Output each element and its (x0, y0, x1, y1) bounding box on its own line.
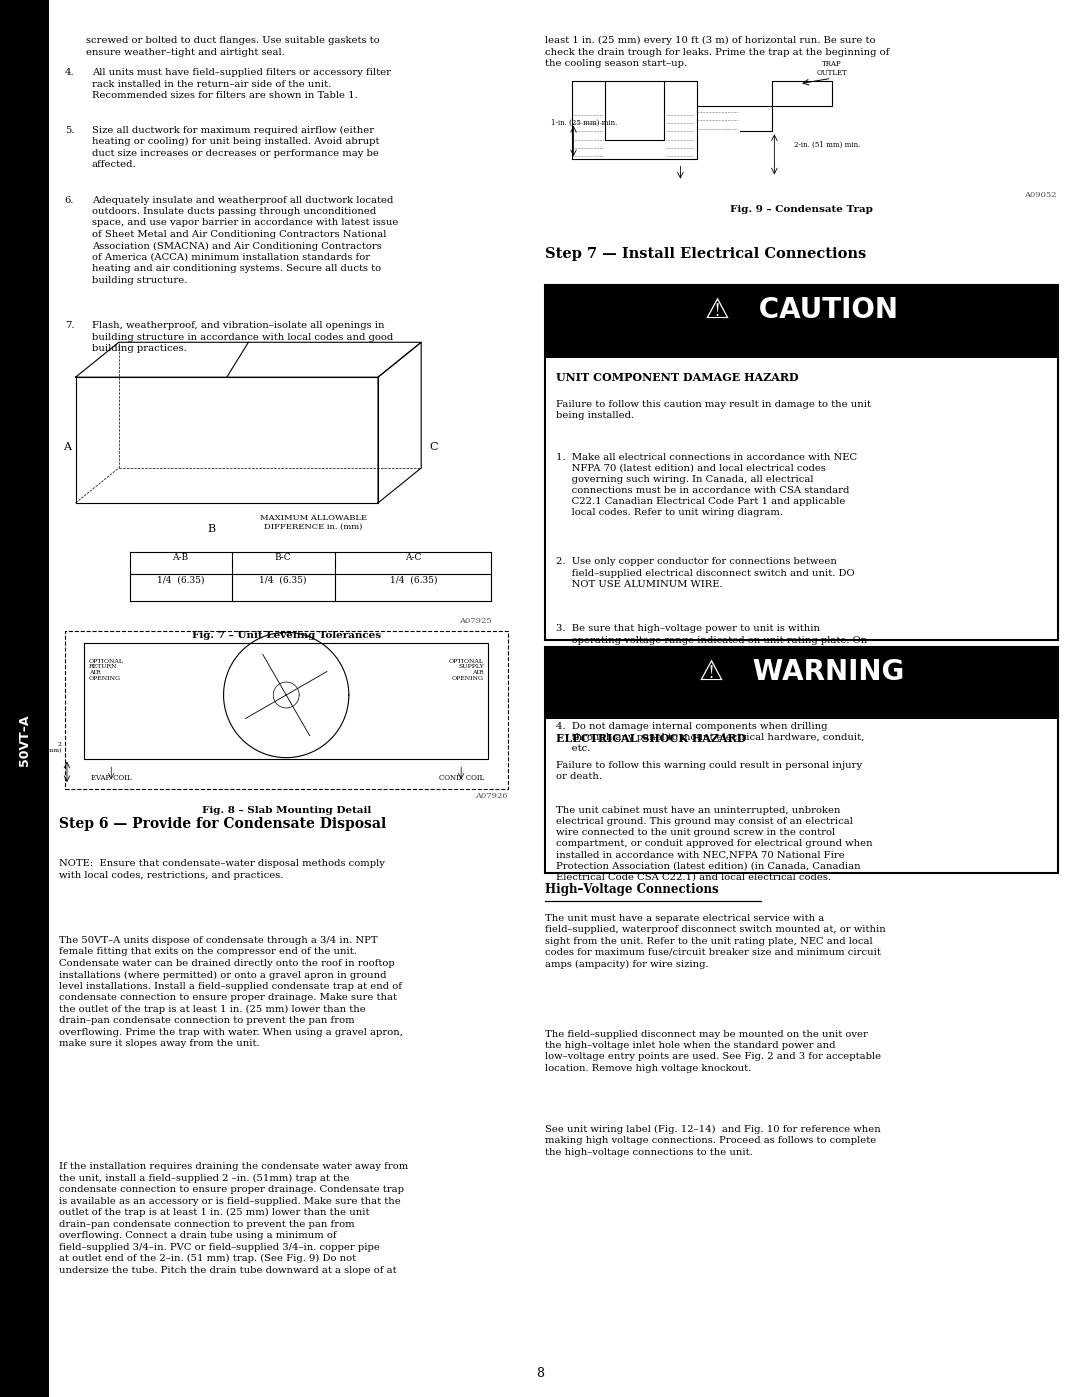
Text: 2-in. (51 mm) min.: 2-in. (51 mm) min. (794, 141, 860, 149)
Text: screwed or bolted to duct flanges. Use suitable gaskets to
ensure weather–tight : screwed or bolted to duct flanges. Use s… (86, 36, 380, 57)
Text: A07925: A07925 (459, 617, 491, 626)
Text: 7.: 7. (65, 321, 75, 330)
Text: Size all ductwork for maximum required airflow (either
heating or cooling) for u: Size all ductwork for maximum required a… (92, 126, 379, 169)
Text: 50VT–A: 50VT–A (17, 715, 31, 766)
FancyBboxPatch shape (545, 647, 1058, 873)
Text: OPTIONAL
SUPPLY
AIR
OPENING: OPTIONAL SUPPLY AIR OPENING (449, 658, 484, 682)
Text: COND. COIL: COND. COIL (438, 774, 484, 782)
Text: A07926: A07926 (475, 792, 508, 800)
Text: Step 6 — Provide for Condensate Disposal: Step 6 — Provide for Condensate Disposal (59, 817, 387, 831)
Text: UNIT COMPONENT DAMAGE HAZARD: UNIT COMPONENT DAMAGE HAZARD (556, 372, 799, 383)
Text: Failure to follow this caution may result in damage to the unit
being installed.: Failure to follow this caution may resul… (556, 400, 872, 419)
Text: A09052: A09052 (1024, 191, 1056, 200)
Text: least 1 in. (25 mm) every 10 ft (3 m) of horizontal run. Be sure to
check the dr: least 1 in. (25 mm) every 10 ft (3 m) of… (545, 36, 890, 68)
Text: 4.: 4. (65, 68, 75, 77)
Text: B-C: B-C (274, 553, 292, 562)
Text: 6.: 6. (65, 196, 75, 204)
Text: B: B (207, 524, 216, 534)
Text: A-B: A-B (173, 553, 188, 562)
Text: 1/4  (6.35): 1/4 (6.35) (259, 576, 307, 584)
FancyBboxPatch shape (0, 0, 49, 1397)
Text: A: A (63, 441, 70, 453)
Text: If the installation requires draining the condensate water away from
the unit, i: If the installation requires draining th… (59, 1162, 408, 1275)
Text: 1.  Make all electrical connections in accordance with NEC
     NFPA 70 (latest : 1. Make all electrical connections in ac… (556, 453, 858, 517)
Text: OPTIONAL
RETURN
AIR
OPENING: OPTIONAL RETURN AIR OPENING (89, 658, 123, 682)
Text: Fig. 7 – Unit Leveling Tolerances: Fig. 7 – Unit Leveling Tolerances (191, 631, 381, 640)
Text: Adequately insulate and weatherproof all ductwork located
outdoors. Insulate duc: Adequately insulate and weatherproof all… (92, 196, 399, 285)
FancyBboxPatch shape (545, 285, 1058, 358)
Text: See unit wiring label (Fig. 12–14)  and Fig. 10 for reference when
making high v: See unit wiring label (Fig. 12–14) and F… (545, 1125, 881, 1157)
Text: Flash, weatherproof, and vibration–isolate all openings in
building structure in: Flash, weatherproof, and vibration–isola… (92, 321, 393, 353)
Text: 3.  Be sure that high–voltage power to unit is within
     operating voltage ran: 3. Be sure that high–voltage power to un… (556, 624, 867, 678)
Text: Failure to follow this warning could result in personal injury
or death.: Failure to follow this warning could res… (556, 761, 862, 781)
Text: 1/4  (6.35): 1/4 (6.35) (390, 576, 437, 584)
Text: The unit must have a separate electrical service with a
field–supplied, waterpro: The unit must have a separate electrical… (545, 914, 887, 968)
Text: Fig. 9 – Condensate Trap: Fig. 9 – Condensate Trap (730, 205, 874, 214)
Text: Fig. 8 – Slab Mounting Detail: Fig. 8 – Slab Mounting Detail (202, 806, 370, 814)
Text: 8: 8 (536, 1368, 544, 1380)
Text: All units must have field–supplied filters or accessory filter
rack installed in: All units must have field–supplied filte… (92, 68, 391, 101)
Text: NOTE:  Ensure that condensate–water disposal methods comply
with local codes, re: NOTE: Ensure that condensate–water dispo… (59, 859, 386, 880)
Text: High–Voltage Connections: High–Voltage Connections (545, 883, 719, 895)
Text: Step 7 — Install Electrical Connections: Step 7 — Install Electrical Connections (545, 247, 866, 261)
Text: EVAP. COIL: EVAP. COIL (91, 774, 132, 782)
Text: 1/4  (6.35): 1/4 (6.35) (157, 576, 204, 584)
Text: 2.  Use only copper conductor for connections between
     field–supplied electr: 2. Use only copper conductor for connect… (556, 557, 855, 588)
Text: ⚠   WARNING: ⚠ WARNING (699, 658, 905, 686)
Text: ⚠   CAUTION: ⚠ CAUTION (705, 296, 899, 324)
Text: The field–supplied disconnect may be mounted on the unit over
the high–voltage i: The field–supplied disconnect may be mou… (545, 1030, 881, 1073)
Text: TRAP
OUTLET: TRAP OUTLET (816, 60, 847, 77)
Text: C: C (430, 441, 438, 453)
Text: 5.: 5. (65, 126, 75, 134)
FancyBboxPatch shape (545, 647, 1058, 719)
Text: 2
(50.8mm): 2 (50.8mm) (31, 742, 62, 753)
Text: The unit cabinet must have an uninterrupted, unbroken
electrical ground. This gr: The unit cabinet must have an uninterrup… (556, 806, 873, 882)
Text: 1-in. (25 mm) min.: 1-in. (25 mm) min. (551, 119, 617, 127)
Text: ELECTRICAL SHOCK HAZARD: ELECTRICAL SHOCK HAZARD (556, 733, 746, 745)
FancyBboxPatch shape (545, 285, 1058, 640)
Text: The 50VT–A units dispose of condensate through a 3/4 in. NPT
female fitting that: The 50VT–A units dispose of condensate t… (59, 936, 404, 1048)
Text: MAXIMUM ALLOWABLE
DIFFERENCE in. (mm): MAXIMUM ALLOWABLE DIFFERENCE in. (mm) (259, 514, 367, 531)
Text: 4.  Do not damage internal components when drilling
     through any panel to mo: 4. Do not damage internal components whe… (556, 722, 865, 753)
Text: A-C: A-C (405, 553, 422, 562)
